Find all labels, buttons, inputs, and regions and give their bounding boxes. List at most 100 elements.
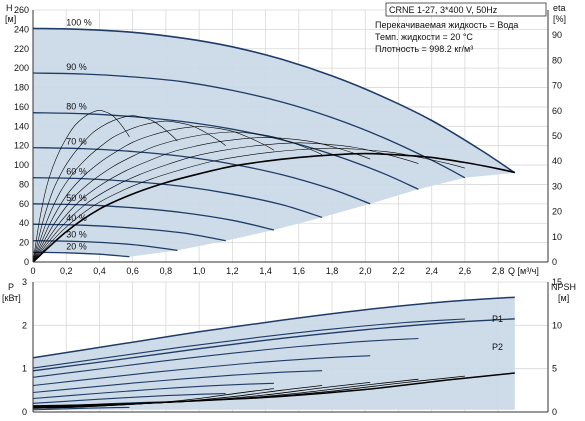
chart-title: CRNE 1-27, 3*400 V, 50Hz	[389, 5, 498, 15]
y-axis-unit-head: [м]	[5, 14, 16, 24]
y2-tick-label: 50	[552, 131, 562, 141]
head-curve	[32, 251, 130, 258]
y-tick-label: 240	[14, 24, 29, 34]
speed-label: 50 %	[66, 193, 87, 203]
speed-label: 70 %	[66, 137, 87, 147]
legend-p2: P2	[492, 342, 503, 352]
power-tick-label: 0	[22, 407, 27, 417]
x-tick-label: 1,0	[193, 266, 206, 276]
legend-p1: P1	[492, 314, 503, 324]
efficiency-curve-thin	[32, 137, 371, 263]
speed-label: 60 %	[66, 167, 87, 177]
efficiency-curve-thin	[32, 115, 178, 263]
y-tick-label: 260	[14, 5, 29, 15]
y-tick-label: 100	[14, 160, 29, 170]
y-tick-label: 220	[14, 44, 29, 54]
npsh-tick-label: 0	[552, 407, 557, 417]
head-curve	[32, 203, 275, 231]
y2-axis-unit-eta: [%]	[553, 14, 566, 24]
y-tick-label: 60	[19, 199, 29, 209]
power-tick-label: 2	[22, 320, 27, 330]
y2-axis-label-npsh: NPSH	[551, 282, 576, 292]
y2-axis-label-eta: eta	[553, 3, 566, 13]
head-curve	[32, 27, 516, 174]
speed-label: 30 %	[66, 230, 87, 240]
y2-tick-label: 20	[552, 207, 562, 217]
power-curve-thin	[32, 355, 371, 387]
y-tick-label: 120	[14, 141, 29, 151]
y2-tick-label: 40	[552, 156, 562, 166]
y-tick-label: 140	[14, 121, 29, 131]
npsh-tick-label: 5	[552, 364, 557, 374]
x-tick-label: 1,8	[326, 266, 339, 276]
x-tick-label: 0,2	[60, 266, 73, 276]
y2-tick-label: 0	[552, 257, 557, 267]
efficiency-curve-thin	[32, 142, 419, 263]
curve-layer: 100 %90 %80 %70 %60 %50 %40 %30 %20 %	[32, 17, 516, 411]
x-tick-label: 2,4	[425, 266, 438, 276]
y-axis-label-head: H	[6, 3, 13, 13]
y-tick-label: 180	[14, 83, 29, 93]
y2-tick-label: 70	[552, 81, 562, 91]
x-tick-label: 2,2	[392, 266, 405, 276]
y2-tick-label: 30	[552, 181, 562, 191]
power-curve-thin	[32, 382, 274, 400]
x-tick-label: 2,8	[492, 266, 505, 276]
head-curve	[32, 72, 466, 179]
power-curve-p2	[32, 318, 515, 372]
power-curve-thin	[32, 337, 419, 378]
axes	[32, 10, 549, 413]
efficiency-curve-thin	[32, 109, 130, 263]
speed-label: 100 %	[66, 17, 92, 27]
y2-axis-unit-npsh: [м]	[558, 293, 569, 303]
head-range-area	[33, 28, 515, 257]
y-axis-unit-power: [кВт]	[2, 293, 21, 303]
annotation-liquid: Перекачиваемая жидкость = Вода	[375, 20, 518, 30]
x-tick-label: 0	[30, 266, 35, 276]
power-curve-thin	[32, 406, 130, 411]
y-tick-label: 80	[19, 179, 29, 189]
head-curve	[32, 112, 419, 190]
annotation-temperature: Темп. жидкости = 20 °C	[375, 32, 473, 42]
head-curve	[32, 177, 323, 219]
x-tick-label: 1,4	[259, 266, 272, 276]
y-tick-label: 200	[14, 63, 29, 73]
efficiency-curve-thin	[32, 131, 323, 263]
npsh-tick-label: 10	[552, 320, 562, 330]
npsh-curve	[32, 372, 515, 407]
efficiency-curve-thin	[32, 126, 275, 263]
head-curve	[32, 146, 371, 205]
y2-tick-label: 80	[552, 55, 562, 65]
title-box: CRNE 1-27, 3*400 V, 50Hz	[385, 2, 547, 17]
operating-range-fill	[33, 28, 515, 410]
y-tick-label: 40	[19, 218, 29, 228]
x-tick-label: 0,4	[93, 266, 106, 276]
annotation-density: Плотность = 998.2 кг/м³	[375, 44, 473, 54]
efficiency-curve-thin	[32, 120, 226, 263]
x-tick-label: 0,6	[126, 266, 139, 276]
x-tick-label: 1,6	[293, 266, 306, 276]
x-axis-label-flow: Q [м³/ч]	[508, 266, 539, 276]
power-curve-thin	[32, 318, 465, 369]
power-tick-label: 1	[22, 364, 27, 374]
y-tick-label: 20	[19, 238, 29, 248]
power-curve-thin	[32, 393, 226, 404]
x-tick-label: 2,6	[459, 266, 472, 276]
npsh-tick-label: 15	[552, 277, 562, 287]
speed-label: 80 %	[66, 102, 87, 112]
power-curve-thin	[32, 370, 323, 394]
x-tick-label: 0,8	[160, 266, 173, 276]
tick-labels: 0 0,2 0,4 0,6 0,8 1,0 1,2 1,4 1,6 1,8 2,0 2,2 2,4 2,6…	[14, 5, 562, 417]
x-tick-label: 1,2	[226, 266, 239, 276]
y2-tick-label: 10	[552, 232, 562, 242]
x-tick-label: 2,0	[359, 266, 372, 276]
head-curve	[32, 223, 226, 242]
power-tick-label: 3	[22, 277, 27, 287]
y2-tick-label: 60	[552, 106, 562, 116]
y-axis-label-power: P	[8, 282, 14, 292]
y2-tick-label: 90	[552, 30, 562, 40]
speed-label: 90 %	[66, 62, 87, 72]
power-curve-p1	[32, 296, 515, 359]
efficiency-curve	[32, 152, 515, 263]
